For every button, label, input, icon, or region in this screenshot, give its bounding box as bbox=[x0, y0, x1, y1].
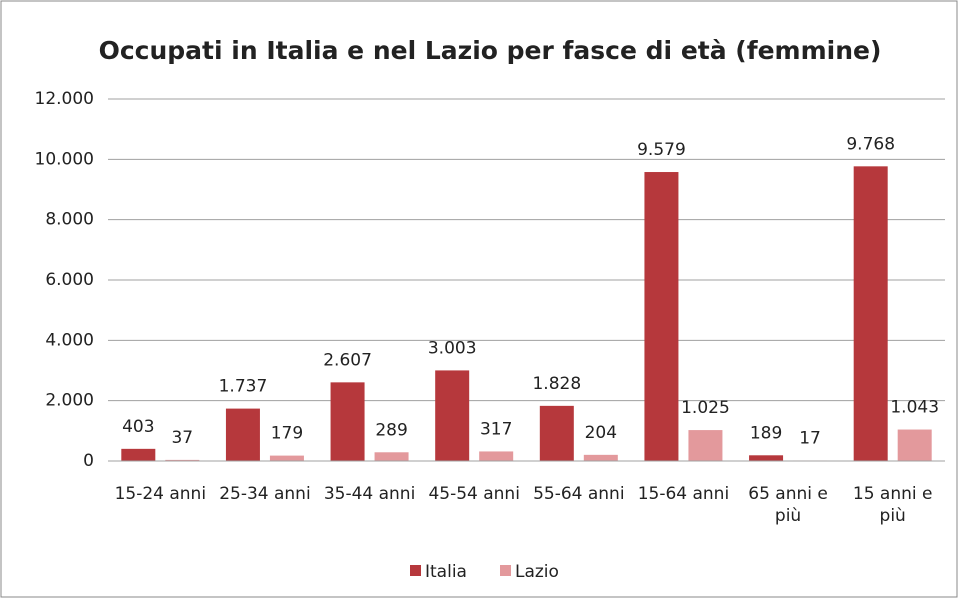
data-label: 17 bbox=[799, 428, 821, 448]
bar bbox=[688, 430, 723, 461]
data-label: 317 bbox=[480, 419, 512, 439]
data-label: 9.768 bbox=[846, 134, 895, 154]
y-tick-label: 4.000 bbox=[45, 330, 94, 350]
data-label: 179 bbox=[271, 424, 303, 444]
bar bbox=[853, 166, 888, 461]
x-tick-label: 15-24 anni bbox=[114, 484, 207, 504]
bar bbox=[330, 382, 365, 461]
bar bbox=[374, 452, 409, 461]
x-tick-label: 25-34 anni bbox=[219, 484, 311, 504]
y-tick-label: 8.000 bbox=[45, 210, 94, 230]
x-tick-label: 35-44 anni bbox=[323, 484, 416, 504]
data-label: 403 bbox=[122, 417, 154, 437]
bar bbox=[269, 455, 304, 461]
data-label: 9.579 bbox=[637, 140, 686, 160]
legend-swatch bbox=[410, 565, 421, 576]
y-tick-label: 0 bbox=[83, 451, 94, 471]
bar bbox=[165, 459, 200, 461]
data-label: 204 bbox=[585, 423, 617, 443]
data-label: 1.025 bbox=[681, 398, 730, 418]
legend-label: Lazio bbox=[515, 562, 559, 582]
legend-label: Italia bbox=[425, 562, 467, 582]
bar bbox=[539, 405, 574, 461]
bar bbox=[749, 455, 784, 461]
y-tick-label: 10.000 bbox=[35, 149, 94, 169]
bar bbox=[897, 429, 932, 461]
chart-title: Occupati in Italia e nel Lazio per fasce… bbox=[99, 36, 882, 65]
x-tick-label: 65 anni e più bbox=[748, 484, 828, 526]
x-tick-label: 15-64 anni bbox=[637, 484, 730, 504]
bar bbox=[583, 454, 618, 461]
data-label: 1.737 bbox=[219, 377, 268, 397]
data-label: 2.607 bbox=[323, 350, 372, 370]
y-tick-label: 6.000 bbox=[45, 270, 94, 290]
y-tick-label: 12.000 bbox=[35, 89, 94, 109]
legend-swatch bbox=[500, 565, 511, 576]
data-label: 289 bbox=[375, 420, 407, 440]
bar bbox=[225, 408, 260, 461]
x-tick-label: 15 anni e più bbox=[852, 484, 933, 526]
bar bbox=[435, 370, 470, 461]
bar bbox=[479, 451, 514, 461]
data-label: 37 bbox=[171, 428, 193, 448]
data-label: 1.828 bbox=[532, 374, 581, 394]
x-tick-label: 45-54 anni bbox=[428, 484, 520, 504]
bar bbox=[121, 448, 156, 461]
data-label: 3.003 bbox=[428, 338, 477, 358]
bar bbox=[644, 172, 679, 461]
data-label: 189 bbox=[750, 423, 782, 443]
y-tick-label: 2.000 bbox=[45, 391, 94, 411]
data-label: 1.043 bbox=[890, 398, 939, 418]
x-tick-label: 55-64 anni bbox=[533, 484, 625, 504]
